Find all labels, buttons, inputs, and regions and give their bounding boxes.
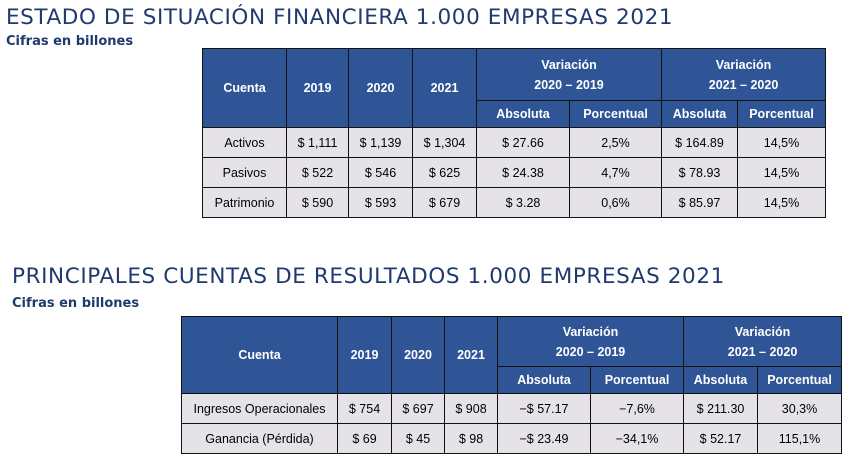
row-label: Activos <box>202 127 287 158</box>
table-cell: 14,5% <box>737 157 827 188</box>
table-cell: −34,1% <box>589 423 685 454</box>
table-subheader-row: Absoluta Porcentual Absoluta Porcentual <box>203 100 827 128</box>
balance-sheet-table: Cuenta 2019 2020 2021 Variación 2020 – 2… <box>202 48 827 218</box>
table-cell: $ 78.93 <box>661 157 739 188</box>
column-header-2019: 2019 <box>337 316 392 394</box>
table-cell: $ 98 <box>444 423 498 454</box>
table-cell: −$ 23.49 <box>497 423 591 454</box>
table-cell: 0,6% <box>568 187 663 218</box>
table-cell: $ 164.89 <box>661 127 739 158</box>
row-label: Ingresos Operacionales <box>181 393 338 424</box>
column-header-absoluta: Absoluta <box>497 366 591 394</box>
table-cell: 115,1% <box>757 423 843 454</box>
table-cell: $ 593 <box>348 187 413 218</box>
column-header-porcentual: Porcentual <box>589 366 685 394</box>
table-cell: $ 1,304 <box>412 127 477 158</box>
column-header-porcentual: Porcentual <box>568 100 663 128</box>
column-header-porcentual: Porcentual <box>757 366 843 394</box>
column-header-2021: 2021 <box>412 48 477 128</box>
table-cell: 4,7% <box>568 157 663 188</box>
column-group-variacion-2021-2020: Variación 2021 – 2020 <box>661 48 827 101</box>
group-label: Variación <box>734 324 791 339</box>
row-label: Ganancia (Pérdida) <box>181 423 338 454</box>
table-subheader-row: Absoluta Porcentual Absoluta Porcentual <box>182 366 843 394</box>
column-header-2019: 2019 <box>286 48 349 128</box>
column-header-cuenta: Cuenta <box>181 316 338 394</box>
group-label: Variación <box>715 57 772 72</box>
column-header-absoluta: Absoluta <box>661 100 739 128</box>
table-cell: $ 1,111 <box>286 127 349 158</box>
table-cell: −7,6% <box>589 393 685 424</box>
group-label: Variación <box>562 324 619 339</box>
table-row: Activos $ 1,111 $ 1,139 $ 1,304 $ 27.66 … <box>202 127 827 158</box>
group-period: 2020 – 2019 <box>534 77 604 92</box>
table-cell: $ 522 <box>286 157 349 188</box>
group-period: 2020 – 2019 <box>555 344 626 359</box>
table-row: Ganancia (Pérdida) $ 69 $ 45 $ 98 −$ 23.… <box>181 423 843 454</box>
group-period: 2021 – 2020 <box>727 344 798 359</box>
table-cell: $ 679 <box>412 187 477 218</box>
table-cell: −$ 57.17 <box>497 393 591 424</box>
table-cell: $ 697 <box>391 393 445 424</box>
table-cell: 14,5% <box>737 187 827 218</box>
table-cell: $ 3.28 <box>476 187 570 218</box>
table-row: Patrimonio $ 590 $ 593 $ 679 $ 3.28 0,6%… <box>202 187 827 218</box>
table-cell: 14,5% <box>737 127 827 158</box>
table-cell: $ 45 <box>391 423 445 454</box>
group-label: Variación <box>541 57 597 72</box>
table-cell: $ 908 <box>444 393 498 424</box>
column-group-variacion-2021-2020: Variación 2021 – 2020 <box>683 316 843 367</box>
table-cell: $ 1,139 <box>348 127 413 158</box>
balance-sheet-units-note: Cifras en billones <box>6 34 134 49</box>
table-cell: $ 211.30 <box>683 393 759 424</box>
table-cell: 2,5% <box>568 127 663 158</box>
table-cell: $ 52.17 <box>683 423 759 454</box>
income-statement-title: PRINCIPALES CUENTAS DE RESULTADOS 1.000 … <box>12 264 725 289</box>
group-period: 2021 – 2020 <box>708 77 779 92</box>
column-header-2020: 2020 <box>348 48 413 128</box>
column-header-cuenta: Cuenta <box>202 48 287 128</box>
table-cell: $ 546 <box>348 157 413 188</box>
row-label: Pasivos <box>202 157 287 188</box>
table-cell: $ 590 <box>286 187 349 218</box>
table-cell: $ 27.66 <box>476 127 570 158</box>
column-header-absoluta: Absoluta <box>476 100 570 128</box>
income-statement-table: Cuenta 2019 2020 2021 Variación 2020 – 2… <box>181 316 843 454</box>
table-header-row: Cuenta 2019 2020 2021 Variación 2020 – 2… <box>202 48 827 128</box>
column-header-absoluta: Absoluta <box>683 366 759 394</box>
column-group-variacion-2020-2019: Variación 2020 – 2019 <box>475 48 663 101</box>
column-header-2020: 2020 <box>391 316 445 394</box>
table-cell: 30,3% <box>757 393 843 424</box>
table-cell: $ 85.97 <box>661 187 739 218</box>
balance-sheet-title: ESTADO DE SITUACIÓN FINANCIERA 1.000 EMP… <box>6 5 674 30</box>
table-cell: $ 754 <box>337 393 392 424</box>
column-header-porcentual: Porcentual <box>737 100 827 128</box>
column-group-variacion-2020-2019: Variación 2020 – 2019 <box>496 316 685 367</box>
table-row: Ingresos Operacionales $ 754 $ 697 $ 908… <box>181 393 843 424</box>
table-cell: $ 24.38 <box>476 157 570 188</box>
column-header-2021: 2021 <box>444 316 498 394</box>
table-cell: $ 625 <box>412 157 477 188</box>
table-header-row: Cuenta 2019 2020 2021 Variación 2020 – 2… <box>181 316 843 394</box>
table-row: Pasivos $ 522 $ 546 $ 625 $ 24.38 4,7% $… <box>202 157 827 188</box>
income-statement-units-note: Cifras en billones <box>12 296 140 311</box>
row-label: Patrimonio <box>202 187 287 218</box>
table-cell: $ 69 <box>337 423 392 454</box>
